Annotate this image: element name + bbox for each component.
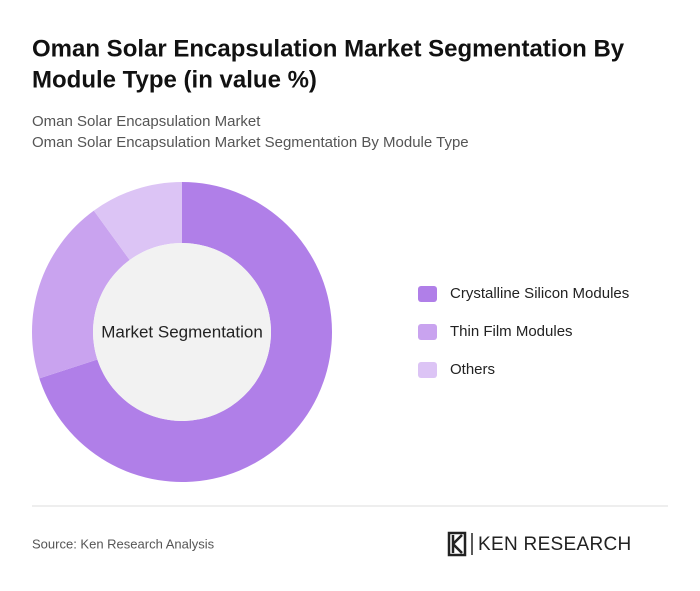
donut-slice <box>31 210 130 379</box>
legend-swatch <box>418 286 437 302</box>
donut-slice <box>93 182 182 260</box>
chart-subtitle: Oman Solar Encapsulation Market Segmenta… <box>32 134 469 151</box>
legend: Crystalline Silicon Modules Thin Film Mod… <box>418 285 629 378</box>
legend-swatch <box>418 362 437 378</box>
source: Source: Ken Research Analysis <box>32 536 215 551</box>
legend-label: Crystalline Silicon Modules <box>450 285 629 302</box>
legend-label: Others <box>450 361 495 378</box>
center-label: Market Segmentation <box>101 322 263 341</box>
chart-subtitle: Oman Solar Encapsulation Market <box>32 113 261 130</box>
legend-swatch <box>418 324 437 340</box>
brand: KEN RESEARCH <box>478 534 632 555</box>
legend-label: Thin Film Modules <box>450 323 573 340</box>
logo-icon <box>447 531 467 557</box>
logo-icon <box>451 534 463 554</box>
donut-hole <box>93 243 271 421</box>
chart-title: Oman Solar Encapsulation Market Segmenta… <box>32 35 625 62</box>
logo: KEN RESEARCH <box>447 531 632 557</box>
donut <box>31 182 332 482</box>
chart-title: Module Type (in value %) <box>32 66 317 93</box>
donut-slice <box>39 182 332 482</box>
